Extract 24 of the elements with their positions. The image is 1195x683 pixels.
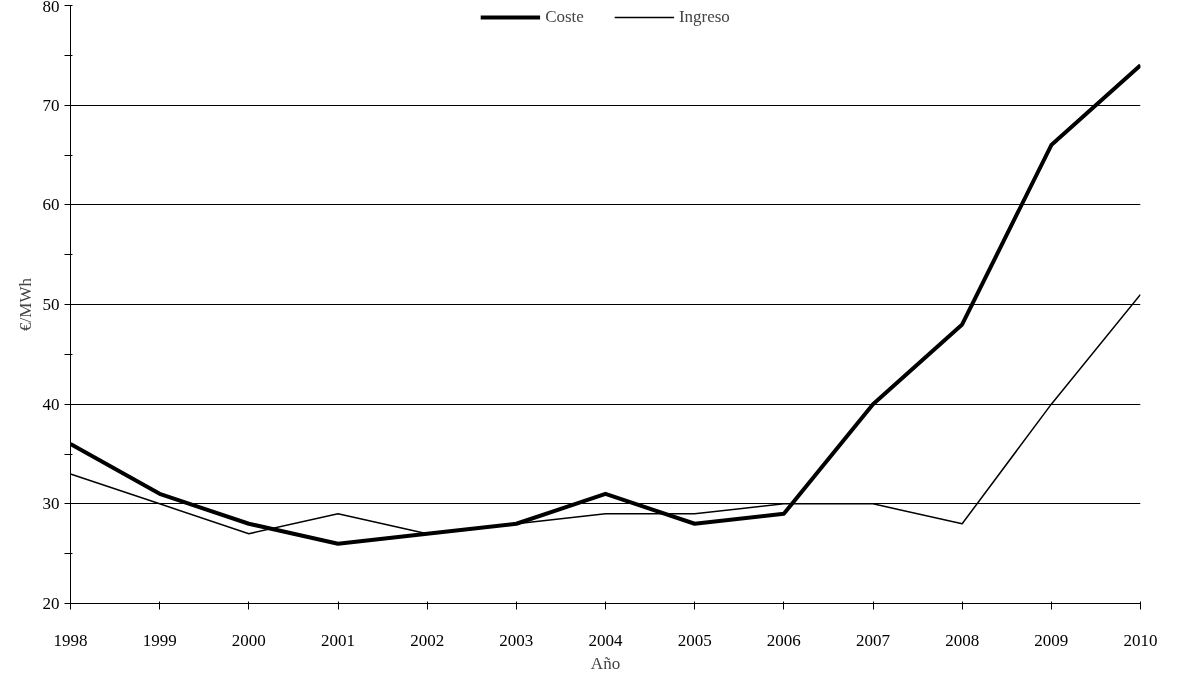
y-tick-label: 60 — [42, 195, 60, 215]
x-tick-label: 1998 — [53, 630, 88, 650]
x-tick-label: 2009 — [1034, 630, 1069, 650]
y-tick-label: 30 — [42, 494, 60, 514]
y-axis-title: €/MWh — [15, 277, 35, 331]
x-tick-label: 2007 — [856, 630, 891, 650]
x-tick-label: 2000 — [231, 630, 266, 650]
x-tick-label: 2010 — [1123, 630, 1158, 650]
x-tick-label: 2001 — [321, 630, 355, 650]
x-axis-title: Año — [590, 653, 621, 673]
y-tick-label: 40 — [42, 394, 60, 414]
x-tick-label: 2006 — [766, 630, 801, 650]
y-tick-label: 50 — [42, 295, 60, 314]
y-tick-label: 80 — [42, 0, 60, 16]
x-tick-label: 1999 — [142, 630, 177, 650]
x-tick-label: 2003 — [499, 630, 534, 650]
legend-label: Coste — [545, 7, 584, 27]
x-tick-label: 2004 — [588, 630, 623, 650]
y-tick-label: 70 — [42, 95, 60, 115]
y-tick-label: 20 — [42, 594, 60, 613]
legend-label: Ingreso — [678, 7, 730, 27]
x-tick-label: 2002 — [410, 630, 445, 650]
x-tick-label: 2005 — [677, 630, 712, 650]
x-tick-label: 2008 — [945, 630, 980, 650]
